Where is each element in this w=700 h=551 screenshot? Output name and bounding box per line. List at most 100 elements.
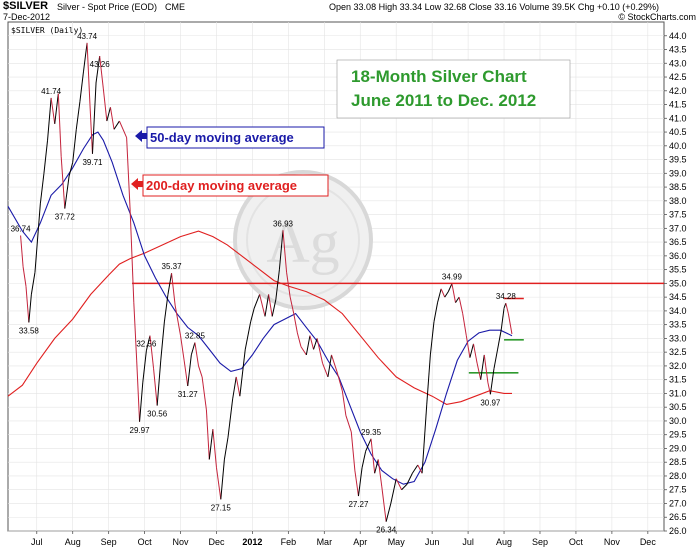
gridlines: [8, 22, 664, 532]
price-segment: [476, 363, 482, 380]
price-segment: [205, 409, 210, 460]
ma200-path: [7, 230, 512, 405]
price-segment: [91, 82, 97, 154]
price-segment: [223, 437, 229, 460]
data-label: 27.15: [211, 503, 232, 512]
y-tick-label: 42.5: [669, 72, 687, 82]
price-segment: [50, 97, 56, 124]
price-segment: [336, 371, 343, 391]
price-segment: [385, 503, 392, 522]
ma50-path: [7, 131, 513, 485]
price-segment: [215, 467, 222, 500]
price-segment: [426, 354, 431, 405]
price-segment: [500, 308, 505, 331]
price-segment: [493, 349, 499, 369]
price-segment: [293, 313, 298, 333]
data-label: 37.72: [55, 213, 76, 222]
data-label: 29.97: [130, 426, 151, 435]
price-segment: [149, 335, 155, 369]
change-label: Chg: [577, 2, 595, 12]
data-label: 36.74: [11, 225, 32, 234]
y-tick-label: 32.5: [669, 347, 687, 357]
price-line: [20, 42, 513, 522]
data-label: 32.85: [185, 332, 206, 341]
price-segment: [406, 473, 413, 485]
y-tick-label: 36.5: [669, 237, 687, 247]
left-arrow-icon: [131, 178, 143, 190]
y-tick-label: 34.5: [669, 292, 687, 302]
price-segment: [497, 330, 502, 350]
price-segment: [507, 313, 513, 335]
symbol-description: Silver - Spot Price (EOD): [57, 2, 158, 12]
price-segment: [109, 107, 115, 130]
price-segment: [377, 459, 383, 488]
left-arrow-icon: [135, 130, 147, 142]
price-segment: [171, 273, 176, 306]
price-segment: [75, 101, 81, 130]
price-segment: [440, 288, 446, 298]
price-segment: [190, 342, 196, 356]
price-segment: [259, 294, 266, 317]
data-label: 30.97: [480, 398, 501, 407]
price-segment: [437, 288, 442, 303]
y-tick-label: 27.0: [669, 498, 687, 508]
price-segment: [455, 296, 460, 303]
price-segment: [153, 368, 158, 406]
change-value: +0.10 (+0.29%): [596, 2, 659, 12]
price-segment: [250, 308, 255, 323]
price-segment: [64, 176, 70, 209]
price-segment: [421, 404, 428, 474]
price-segment: [286, 272, 291, 298]
y-tick-label: 36.0: [669, 251, 687, 261]
y-tick-label: 29.0: [669, 443, 687, 453]
price-segment: [370, 438, 376, 474]
chart-subtitle: June 2011 to Dec. 2012: [351, 91, 536, 110]
data-label: 43.74: [77, 32, 98, 41]
price-segment: [357, 467, 363, 497]
svg-text:Ag: Ag: [266, 209, 339, 275]
price-segment: [271, 299, 277, 317]
price-segment: [198, 365, 203, 378]
y-tick-label: 42.0: [669, 86, 687, 96]
price-segment: [309, 335, 315, 350]
price-segment: [305, 335, 311, 356]
price-segment: [145, 335, 151, 351]
price-segment: [411, 464, 419, 474]
price-segment: [313, 338, 318, 350]
price-segment: [239, 349, 246, 397]
price-segment: [465, 335, 471, 358]
y-tick-label: 41.0: [669, 113, 687, 123]
price-segment: [89, 104, 93, 154]
data-label: 30.56: [147, 410, 168, 419]
price-segment: [28, 294, 32, 323]
data-label: 32.56: [136, 340, 157, 349]
data-label: 29.35: [361, 428, 382, 437]
price-segment: [180, 335, 185, 361]
x-tick-label: Aug: [65, 537, 81, 547]
data-label: 36.93: [273, 219, 294, 228]
price-segment: [167, 273, 173, 295]
x-tick-label: Apr: [353, 537, 367, 547]
ma200-line: [7, 230, 512, 405]
price-segment: [79, 71, 84, 102]
price-segment: [365, 438, 372, 452]
price-segment: [235, 376, 241, 397]
price-segment: [86, 42, 91, 105]
x-tick-label: Nov: [604, 537, 621, 547]
y-tick-label: 41.5: [669, 100, 687, 110]
chart-title: 18-Month Silver Chart: [351, 67, 527, 86]
price-segment: [99, 56, 104, 89]
y-tick-label: 26.5: [669, 512, 687, 522]
price-segment: [68, 162, 74, 177]
y-tick-label: 37.5: [669, 210, 687, 220]
price-segment: [289, 297, 295, 314]
y-tick-label: 27.5: [669, 485, 687, 495]
price-segment: [253, 294, 261, 309]
x-tick-label: Sep: [532, 537, 548, 547]
price-segment: [480, 354, 485, 380]
price-segment: [417, 464, 423, 474]
price-segment: [136, 360, 141, 422]
price-segment: [102, 87, 108, 122]
price-segment: [429, 321, 435, 355]
